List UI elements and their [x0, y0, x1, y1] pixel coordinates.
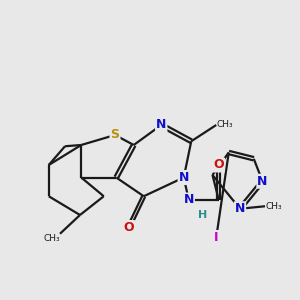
Text: O: O: [213, 158, 224, 172]
Text: H: H: [198, 210, 207, 220]
Text: S: S: [110, 128, 119, 142]
Text: CH₃: CH₃: [216, 121, 233, 130]
Text: I: I: [214, 231, 218, 244]
Text: O: O: [123, 221, 134, 234]
Text: N: N: [156, 118, 166, 131]
Text: N: N: [178, 171, 189, 184]
Text: CH₃: CH₃: [44, 234, 60, 243]
Text: N: N: [235, 202, 245, 215]
Text: N: N: [184, 194, 194, 206]
Text: N: N: [257, 175, 268, 188]
Text: CH₃: CH₃: [265, 202, 282, 211]
